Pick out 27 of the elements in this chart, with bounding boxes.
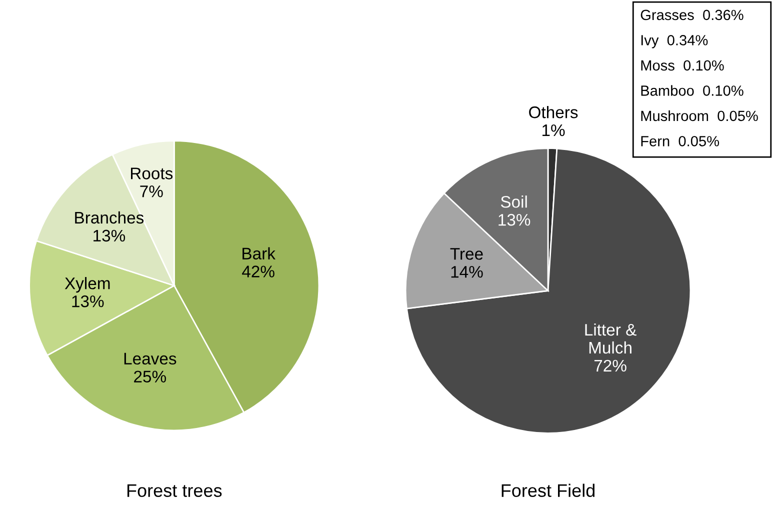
text: Fern 0.05% [641, 136, 720, 146]
slice-label: Xylem [64, 277, 110, 293]
text: Ivy 0.34% [641, 35, 708, 48]
text: Forest Field [502, 484, 594, 497]
data-label: 72% [594, 360, 626, 372]
data-label: 25% [134, 370, 166, 383]
slice-label: Bark [242, 247, 276, 260]
pie-slice [406, 148, 692, 434]
data-label: 7% [140, 186, 163, 198]
slice-label: Soil [500, 196, 527, 208]
data-label: 13% [498, 214, 530, 226]
data-label: 1% [542, 124, 565, 136]
text: Mushroom 0.05% [641, 110, 758, 122]
slice-label: Others [529, 106, 578, 118]
text: Moss 0.10% [641, 60, 724, 71]
slice-label: Leaves [124, 352, 176, 365]
data-label: 13% [72, 295, 104, 308]
slice-label: Tree [450, 248, 483, 260]
data-label: 42% [242, 266, 274, 278]
slice-label: Branches [75, 211, 144, 224]
text: Grasses 0.36% [640, 10, 744, 20]
slice-label: Litter & Mulch [585, 323, 636, 354]
data-label: 14% [451, 266, 483, 278]
text: Bamboo 0.10% [641, 85, 744, 96]
slice-label: Roots [131, 168, 173, 180]
text: Forest trees [127, 484, 222, 497]
data-label: 13% [94, 230, 126, 242]
